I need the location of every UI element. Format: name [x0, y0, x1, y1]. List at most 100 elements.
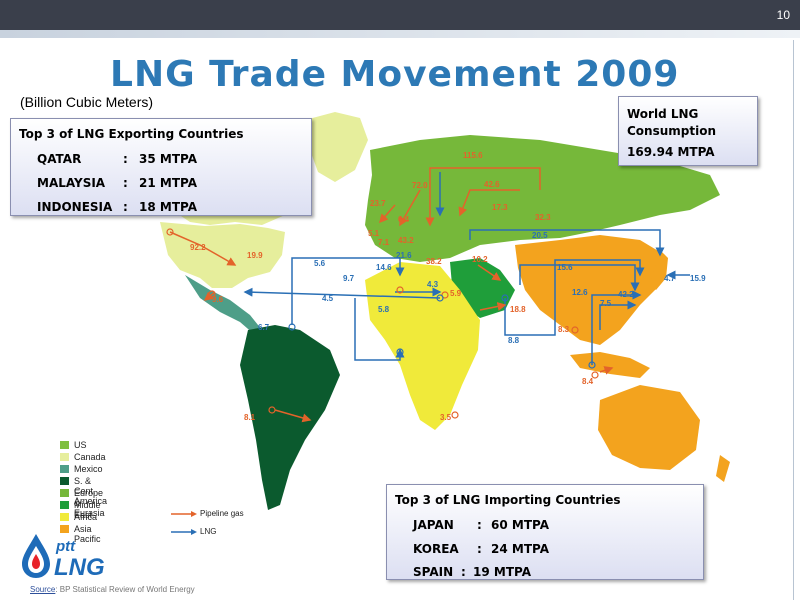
flow-label: 32.3 [535, 213, 551, 222]
legend-label: S. & Cent. America [74, 476, 108, 506]
flow-label: 18.8 [510, 305, 526, 314]
pipeline-node-8 [208, 290, 216, 298]
legend-swatch [60, 441, 69, 449]
value: 21 MTPA [139, 176, 197, 190]
value: 19 MTPA [473, 565, 531, 579]
flow-label: 9.7 [343, 274, 355, 283]
country: MALAYSIA [37, 176, 106, 190]
country: QATAR [37, 152, 82, 166]
pipeline-route-1 [169, 231, 237, 266]
flow-label: 5.1 [368, 229, 380, 238]
flow-label: 9.6 [212, 295, 224, 304]
flow-label: 92.2 [190, 243, 206, 252]
pipeline-legend-label: Pipeline gas [200, 509, 244, 518]
legend-label: Africa [74, 512, 98, 522]
lng-node-5 [501, 294, 509, 302]
flow-label: 15.9 [690, 274, 706, 283]
lng-node-4 [588, 361, 596, 369]
flow-label: 12.6 [572, 288, 588, 297]
lng-node-2 [436, 294, 444, 302]
pipeline-legend-arrow-icon [171, 511, 197, 517]
legend-swatch [60, 489, 69, 497]
source-note: Source: BP Statistical Review of World E… [30, 585, 195, 594]
flow-label: 14.6 [376, 263, 392, 272]
pipeline-node-7 [268, 406, 276, 414]
country: KOREA [413, 542, 459, 556]
lng-route-4 [504, 259, 645, 336]
flow-label: 42.2 [618, 290, 634, 299]
source-text: : BP Statistical Review of World Energy [55, 585, 195, 594]
legend-swatch [60, 453, 69, 461]
exporting-countries-box: Top 3 of LNG Exporting Countries QATAR :… [10, 118, 312, 216]
flow-label: 6.7 [258, 323, 270, 332]
separator: : [123, 200, 128, 214]
legend-swatch [60, 477, 69, 485]
ptt-lng-logo: ptt LNG [18, 532, 105, 585]
lng-node-1 [288, 323, 296, 331]
flow-label: 72.0 [412, 181, 428, 190]
value: 24 MTPA [491, 542, 549, 556]
legend-label: Europe & Eurasia [74, 488, 105, 518]
region-africa [365, 262, 480, 430]
separator: : [461, 565, 466, 579]
flow-label: 7.5 [600, 299, 612, 308]
country: SPAIN [413, 565, 454, 579]
region-new-zealand [716, 455, 730, 482]
country: JAPAN [413, 518, 454, 532]
flow-label: 115.6 [463, 151, 483, 160]
pipeline-route-8 [479, 302, 507, 311]
region-eurasia [365, 135, 720, 262]
flow-label: 20.5 [532, 231, 548, 240]
lng-route-8 [599, 300, 637, 330]
lng-route-7 [591, 290, 642, 365]
flow-label: 5.6 [314, 259, 326, 268]
consumption-value: 169.94 MTPA [627, 145, 715, 159]
world-consumption-box: World LNG Consumption 169.94 MTPA [618, 96, 758, 166]
pipeline-node-6 [451, 411, 459, 419]
flow-label: 8.8 [508, 336, 520, 345]
flow-label: 4.3 [427, 280, 439, 289]
consumption-heading-line1: World LNG [627, 107, 699, 121]
flow-label: 6.4 [398, 215, 410, 224]
pipeline-route-10 [599, 366, 614, 375]
flow-label: 5.9 [450, 289, 462, 298]
separator: : [123, 152, 128, 166]
top-bar [0, 0, 800, 30]
region-asia-pacific [515, 235, 665, 345]
pipeline-route-9 [274, 409, 312, 423]
flow-label: 8.3 [558, 325, 570, 334]
exporting-heading: Top 3 of LNG Exporting Countries [19, 127, 244, 141]
flow-label: 4.5 [322, 294, 334, 303]
lng-route-5 [519, 264, 640, 292]
lng-legend-label: LNG [200, 527, 217, 536]
separator: : [477, 518, 482, 532]
flow-label: 7.1 [378, 238, 390, 247]
region-australia [598, 385, 700, 470]
pipeline-node-3 [441, 291, 449, 299]
pipeline-node-5 [591, 371, 599, 379]
legend-swatch [60, 465, 69, 473]
flow-label: 42.6 [484, 180, 500, 189]
top-bar-accent [0, 30, 800, 38]
region-japan [650, 250, 668, 290]
pipeline-route-3 [425, 167, 541, 227]
page-title: LNG Trade Movement 2009 [110, 54, 680, 95]
lng-node-3 [396, 348, 404, 356]
legend-label: Mexico [74, 464, 103, 474]
pipeline-node-1 [166, 228, 174, 236]
legend-swatch [60, 501, 69, 509]
value: 60 MTPA [491, 518, 549, 532]
flow-label: 38.2 [426, 257, 442, 266]
lng-route-2 [243, 287, 441, 299]
pipeline-node-2 [396, 286, 404, 294]
legend-label: Asia Pacific [74, 524, 101, 544]
legend-label: Middle East [74, 500, 101, 520]
importing-countries-box: Top 3 of LNG Importing Countries JAPAN :… [386, 484, 704, 580]
importing-heading: Top 3 of LNG Importing Countries [395, 493, 621, 507]
flow-label: 8.1 [244, 413, 256, 422]
lng-legend-arrow-icon [171, 529, 197, 535]
flow-label: 43.2 [398, 236, 414, 245]
region-indonesia [570, 352, 650, 378]
flow-label: 5.8 [378, 305, 390, 314]
